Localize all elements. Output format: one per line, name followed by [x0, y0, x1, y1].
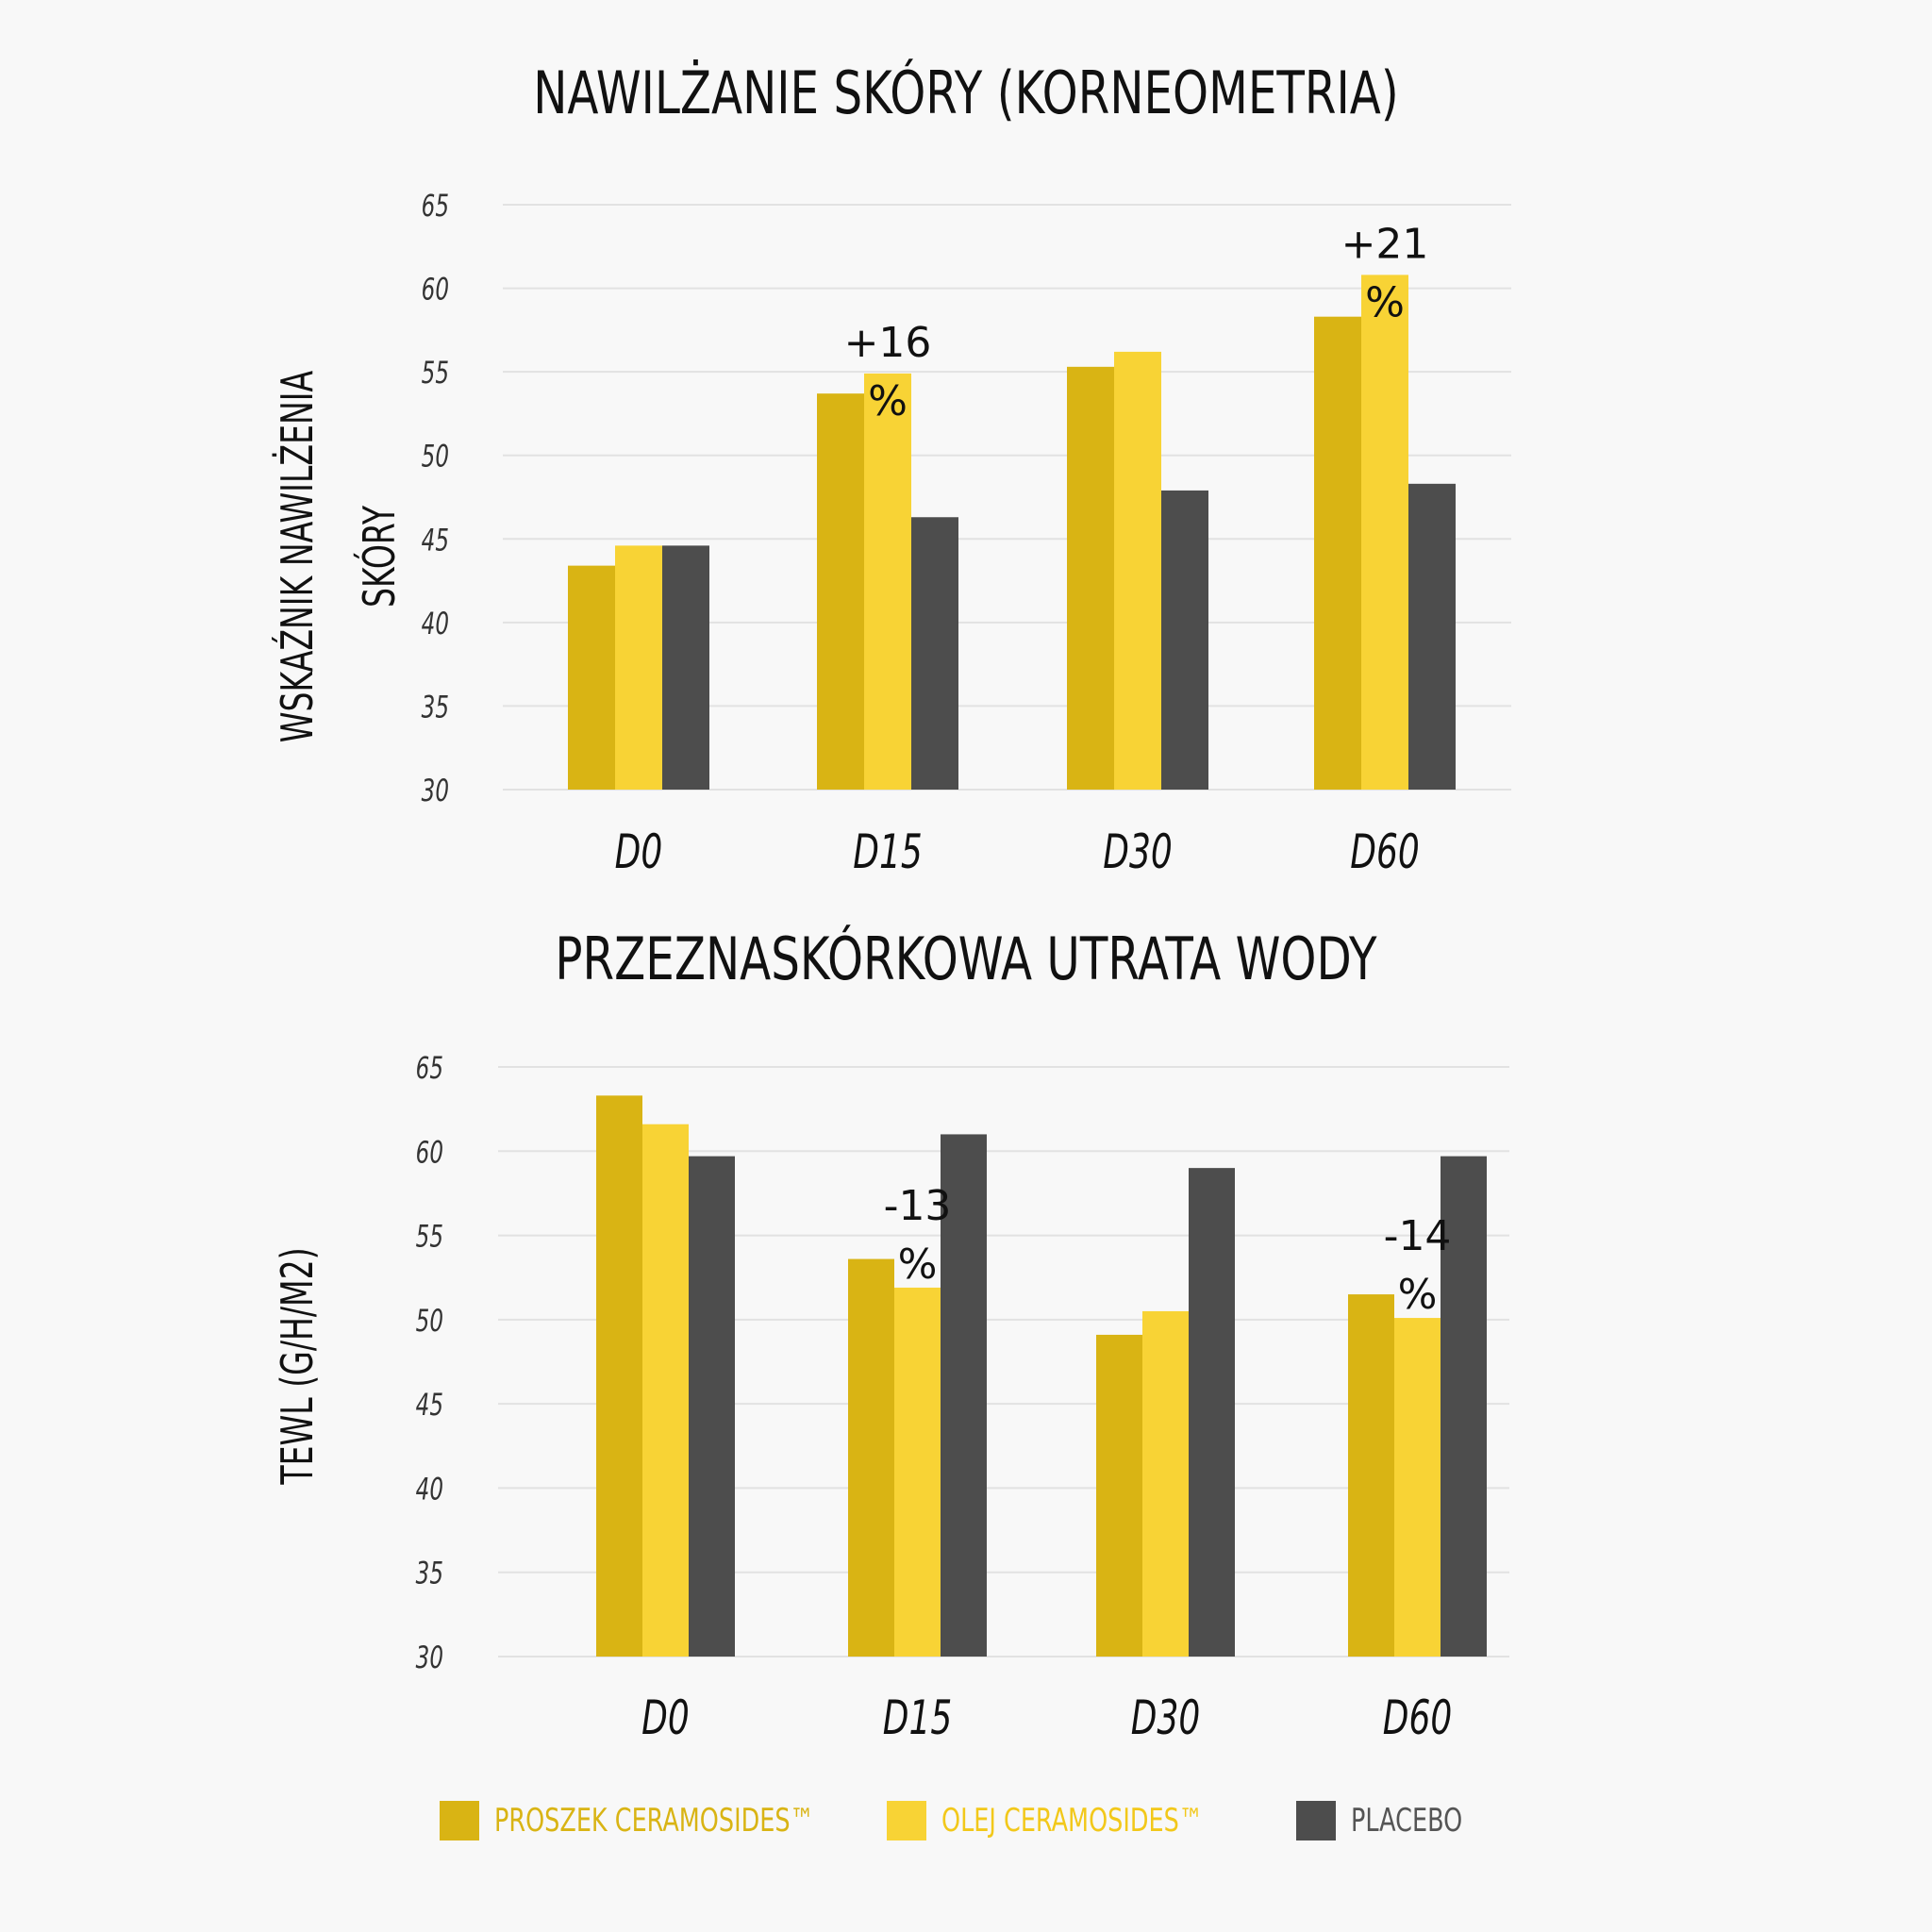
- x-category-label-d0: D0: [615, 825, 663, 879]
- chart-2-title: PRZEZNASKÓRKOWA UTRATA WODY: [555, 924, 1377, 993]
- bar-olej-ceramosides-d60: [1361, 275, 1408, 790]
- y-axis-label-line-2: SKÓRY: [353, 506, 405, 608]
- bar-proszek-ceramosides-d60: [1348, 1294, 1394, 1657]
- y-tick-label-55: 55: [422, 355, 449, 391]
- legend-label-placebo: PLACEBO: [1351, 1802, 1463, 1840]
- x-category-label-d60: D60: [1383, 1691, 1453, 1745]
- y-tick-label-60: 60: [416, 1134, 443, 1170]
- bar-proszek-ceramosides-d30: [1096, 1334, 1142, 1657]
- moisture-chart: 30 35 40 45 50 55 60 65 D0 D15 D30 D60 +16% +21% WSKAŹ…: [271, 188, 1511, 880]
- annotation-d60-value: -14: [1384, 1212, 1452, 1260]
- x-category-label-d15: D15: [883, 1691, 953, 1745]
- annotation-d15-value: +16: [844, 319, 932, 367]
- bar-proszek-ceramosides-d15: [817, 393, 864, 790]
- y-axis-label-line-1: WSKAŹNIK NAWILŻENIA: [271, 370, 323, 742]
- bar-placebo-d0: [689, 1156, 735, 1657]
- x-category-label-d30: D30: [1131, 1691, 1201, 1745]
- legend-swatch-placebo: [1296, 1801, 1336, 1840]
- bar-placebo-d30: [1189, 1168, 1235, 1657]
- y-tick-label-30: 30: [416, 1640, 443, 1675]
- bar-olej-ceramosides-d60: [1394, 1318, 1441, 1657]
- bar-placebo-d0: [662, 545, 709, 790]
- bar-placebo-d15: [941, 1134, 987, 1657]
- y-tick-label-45: 45: [416, 1387, 443, 1423]
- y-tick-label-45: 45: [422, 522, 449, 558]
- legend: PROSZEK CERAMOSIDES™ OLEJ CERAMOSIDES™ P…: [0, 1797, 1932, 1844]
- bar-olej-ceramosides-d15: [894, 1287, 941, 1657]
- bar-proszek-ceramosides-d0: [596, 1095, 642, 1657]
- legend-swatch-proszek: [440, 1801, 479, 1840]
- bar-proszek-ceramosides-d30: [1067, 366, 1114, 790]
- legend-label-olej: OLEJ CERAMOSIDES™: [941, 1802, 1204, 1840]
- x-category-label-d15: D15: [853, 825, 923, 879]
- annotation-d15-value: -13: [884, 1182, 952, 1230]
- y-tick-label-40: 40: [416, 1472, 443, 1507]
- bar-placebo-d60: [1408, 483, 1456, 790]
- y-axis-label-line-1: TEWL (G/H/M2): [274, 1247, 324, 1485]
- bar-olej-ceramosides-d30: [1142, 1310, 1189, 1657]
- legend-swatch-olej: [887, 1801, 926, 1840]
- x-category-label-d60: D60: [1350, 825, 1420, 879]
- chart-1-title: NAWILŻANIE SKÓRY (KORNEOMETRIA): [533, 58, 1399, 127]
- bar-proszek-ceramosides-d0: [568, 565, 615, 790]
- tewl-chart: 30 35 40 45 50 55 60 65 D0 D15 D30 D60 -13% -14% TEWL …: [274, 1050, 1509, 1746]
- legend-label-proszek: PROSZEK CERAMOSIDES™: [494, 1802, 815, 1840]
- y-tick-label-50: 50: [416, 1303, 443, 1339]
- annotation-d60-percent: %: [1365, 278, 1405, 326]
- bar-olej-ceramosides-d0: [642, 1124, 689, 1657]
- x-category-label-d0: D0: [641, 1691, 690, 1745]
- y-tick-label-50: 50: [422, 439, 449, 475]
- y-tick-label-35: 35: [422, 690, 449, 725]
- bar-placebo-d30: [1161, 490, 1208, 790]
- annotation-d15-percent: %: [868, 377, 908, 425]
- annotation-d60-value: +21: [1341, 220, 1429, 268]
- bar-proszek-ceramosides-d15: [848, 1258, 894, 1657]
- bar-placebo-d15: [911, 517, 958, 790]
- y-tick-label-40: 40: [422, 606, 449, 641]
- bar-olej-ceramosides-d15: [864, 373, 911, 790]
- bar-olej-ceramosides-d0: [615, 545, 662, 790]
- bar-placebo-d60: [1441, 1156, 1487, 1657]
- y-tick-label-30: 30: [422, 773, 449, 808]
- x-category-label-d30: D30: [1103, 825, 1173, 879]
- annotation-d60-percent: %: [1398, 1271, 1438, 1319]
- y-tick-label-65: 65: [416, 1050, 443, 1086]
- y-tick-label-55: 55: [416, 1219, 443, 1255]
- y-tick-label-60: 60: [422, 272, 449, 308]
- bar-olej-ceramosides-d30: [1114, 351, 1161, 790]
- annotation-d15-percent: %: [898, 1241, 938, 1289]
- y-tick-label-35: 35: [416, 1556, 443, 1591]
- y-tick-label-65: 65: [422, 188, 449, 224]
- bar-proszek-ceramosides-d60: [1314, 316, 1361, 790]
